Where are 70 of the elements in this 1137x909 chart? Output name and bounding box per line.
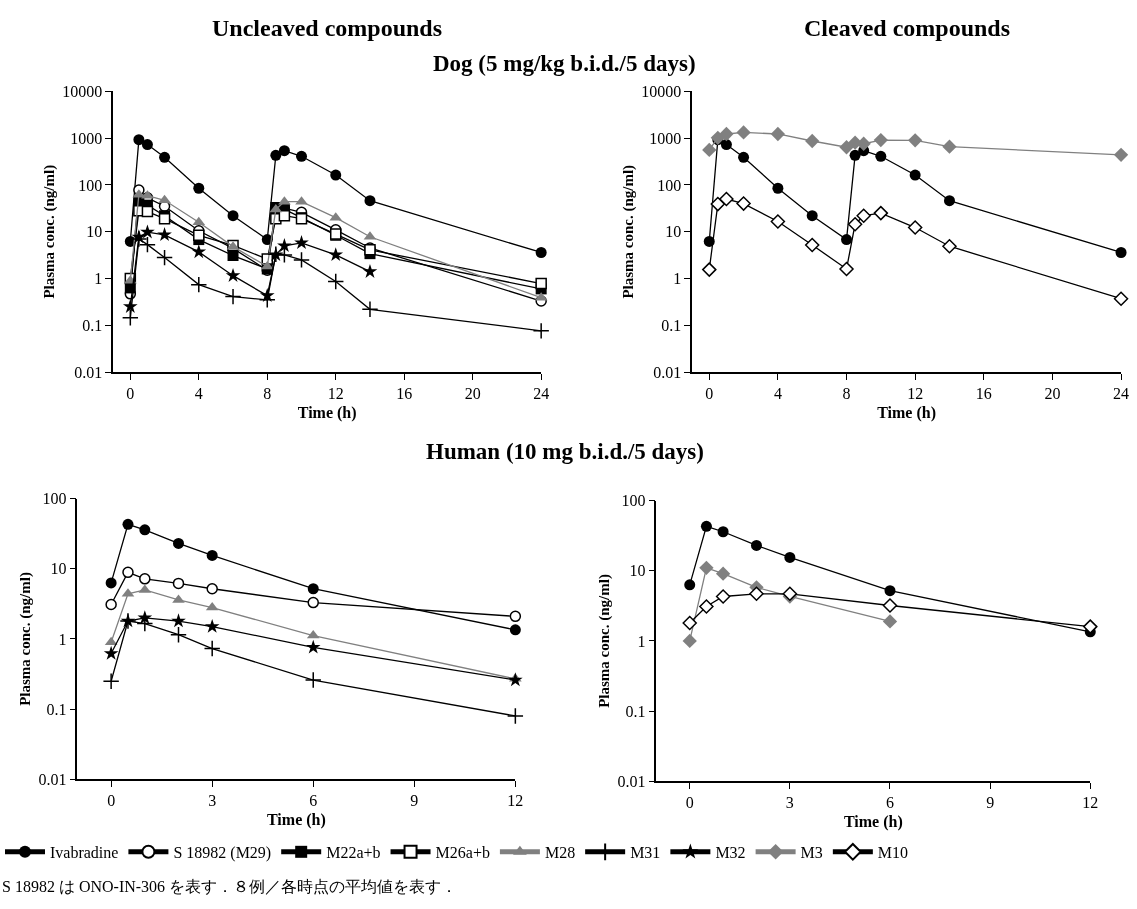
legend-label: Ivabradine bbox=[50, 844, 119, 862]
x-axis-title: Time (h) bbox=[843, 813, 903, 832]
y-tick-label: 100 bbox=[42, 490, 67, 508]
y-tick-label: 1 bbox=[58, 630, 67, 648]
x-tick-label: 4 bbox=[773, 385, 782, 403]
x-tick-label: 4 bbox=[194, 385, 203, 403]
legend-label: M10 bbox=[877, 844, 909, 862]
chart-subtitle: Dog (5 mg/kg b.i.d./5 days) bbox=[433, 51, 696, 76]
x-tick-label: 9 bbox=[986, 794, 995, 812]
y-tick-label: 1 bbox=[673, 270, 682, 288]
chart-title: Cleaved compounds bbox=[804, 15, 1011, 41]
x-tick-label: 6 bbox=[886, 794, 894, 812]
x-tick-label: 8 bbox=[842, 385, 851, 403]
x-axis-title: Time (h) bbox=[877, 404, 936, 423]
y-tick-label: 10000 bbox=[641, 83, 682, 101]
y-axis-title: Plasma conc. (ng/ml) bbox=[41, 164, 58, 299]
x-tick-label: 12 bbox=[1082, 794, 1099, 812]
y-tick-label: 10 bbox=[629, 562, 646, 580]
y-tick-label: 0.1 bbox=[625, 702, 646, 720]
y-tick-label: 1 bbox=[637, 632, 646, 650]
x-tick-label: 0 bbox=[107, 792, 116, 810]
y-tick-label: 10 bbox=[665, 223, 682, 241]
y-tick-label: 1000 bbox=[70, 129, 103, 147]
x-tick-label: 12 bbox=[907, 385, 924, 403]
y-tick-label: 100 bbox=[657, 176, 682, 194]
legend-label: M26a+b bbox=[435, 844, 490, 862]
y-tick-label: 0.1 bbox=[46, 700, 67, 718]
y-tick-label: 0.01 bbox=[38, 770, 67, 788]
x-tick-label: 12 bbox=[507, 792, 524, 810]
y-axis-title: Plasma conc. (ng/ml) bbox=[17, 572, 35, 706]
x-tick-label: 0 bbox=[126, 385, 135, 403]
legend-label: M28 bbox=[544, 844, 576, 862]
x-tick-label: 6 bbox=[309, 792, 318, 810]
x-axis-title: Time (h) bbox=[297, 404, 357, 423]
y-tick-label: 10 bbox=[50, 560, 67, 578]
text: Human (10 mg b.i.d./5 days) bbox=[426, 439, 704, 464]
x-tick-label: 3 bbox=[785, 794, 794, 812]
x-axis-title: Time (h) bbox=[266, 811, 326, 830]
x-tick-label: 16 bbox=[396, 385, 413, 403]
x-tick-label: 12 bbox=[327, 385, 344, 403]
y-tick-label: 10 bbox=[86, 223, 103, 241]
x-tick-label: 24 bbox=[533, 385, 550, 403]
x-tick-label: 8 bbox=[263, 385, 272, 403]
y-tick-label: 10000 bbox=[62, 83, 103, 101]
legend-label: M32 bbox=[715, 844, 746, 862]
chart-title: Uncleaved compounds bbox=[212, 15, 443, 41]
y-tick-label: 0.1 bbox=[82, 316, 103, 334]
legend-label: M22a+b bbox=[326, 844, 381, 862]
x-tick-label: 20 bbox=[1044, 385, 1061, 403]
text: S 18982 は ONO-IN-306 を表す．８例／各時点の平均値を表す． bbox=[2, 878, 458, 895]
y-tick-label: 0.1 bbox=[661, 316, 682, 334]
y-axis-title: Plasma conc. (ng/ml) bbox=[619, 164, 637, 299]
y-tick-label: 1 bbox=[94, 270, 103, 288]
x-tick-label: 3 bbox=[208, 792, 217, 810]
y-tick-label: 1000 bbox=[649, 129, 682, 147]
x-tick-label: 0 bbox=[685, 794, 694, 812]
y-tick-label: 100 bbox=[621, 492, 646, 510]
x-tick-label: 24 bbox=[1113, 385, 1130, 403]
x-tick-label: 20 bbox=[464, 385, 481, 403]
x-tick-label: 16 bbox=[975, 385, 992, 403]
legend-label: S 18982 (M29) bbox=[173, 844, 272, 863]
legend-label: M31 bbox=[630, 844, 661, 862]
x-tick-label: 0 bbox=[705, 385, 714, 403]
y-tick-label: 0.01 bbox=[653, 363, 682, 381]
x-tick-label: 9 bbox=[410, 792, 419, 810]
y-axis-title: Plasma conc. (ng/ml) bbox=[596, 574, 614, 708]
y-tick-label: 0.01 bbox=[74, 363, 103, 381]
y-tick-label: 0.01 bbox=[617, 772, 646, 790]
legend-label: M3 bbox=[800, 844, 823, 862]
y-tick-label: 100 bbox=[78, 176, 103, 194]
